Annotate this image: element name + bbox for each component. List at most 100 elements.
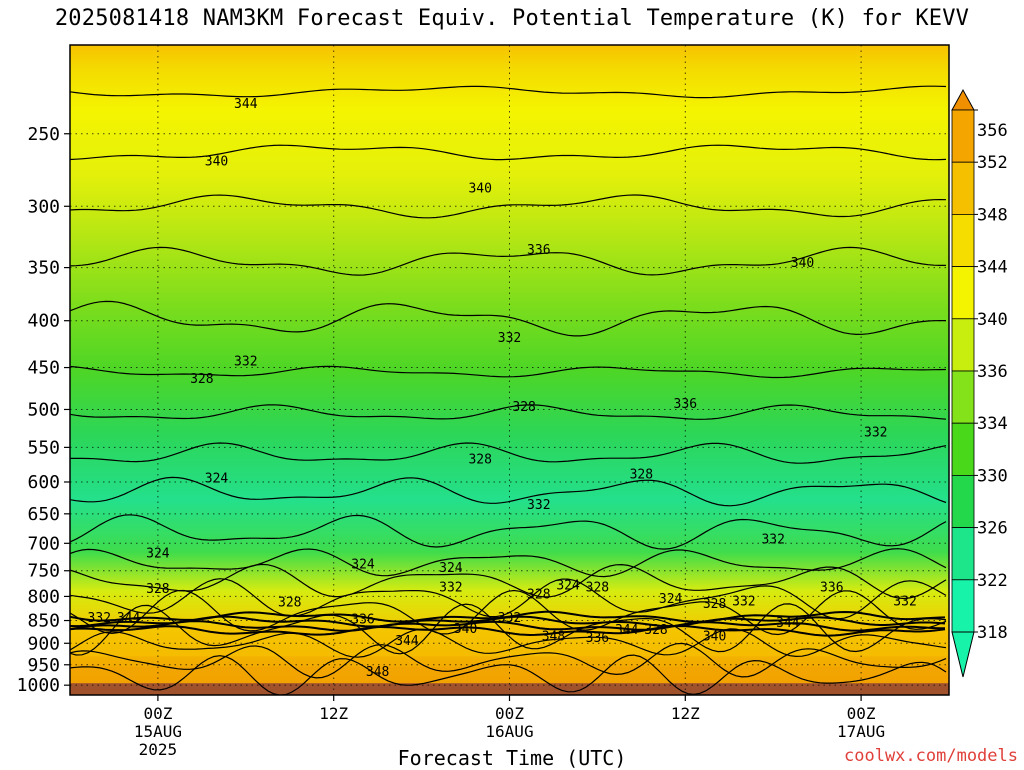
contour-label: 332 — [88, 611, 111, 626]
colorbar-label: 340 — [977, 310, 1008, 330]
colorbar-label: 334 — [977, 414, 1008, 434]
credit-text: coolwx.com/models — [844, 746, 1018, 766]
y-tick-label: 700 — [27, 533, 60, 554]
contour-line-dense — [70, 615, 946, 628]
contour-line — [70, 300, 946, 337]
contour-line — [70, 603, 947, 656]
contour-line-dense — [70, 624, 946, 637]
x-tick-day-label: 15AUG — [134, 722, 182, 741]
colorbar-label: 322 — [977, 571, 1008, 591]
x-axis-label: Forecast Time (UTC) — [397, 746, 627, 770]
colorbar-label: 336 — [977, 362, 1008, 382]
colorbar-segment — [951, 161, 975, 215]
contour-label: 324 — [659, 592, 683, 607]
colorbar-segment — [951, 213, 975, 267]
contour-label: 336 — [820, 580, 843, 595]
contour-label: 348 — [366, 665, 389, 680]
contour-label: 332 — [761, 532, 784, 547]
contour-label: 344 — [234, 97, 258, 112]
contour-label: 332 — [864, 426, 887, 441]
y-tick-label: 550 — [27, 437, 60, 458]
chart-title: 2025081418 NAM3KM Forecast Equiv. Potent… — [54, 6, 970, 31]
contour-label: 328 — [644, 623, 667, 638]
contour-label: 328 — [512, 400, 535, 415]
contour-label: 332 — [498, 331, 521, 346]
contour-label: 336 — [351, 613, 374, 628]
contour-line — [70, 578, 947, 620]
y-tick-label: 600 — [27, 472, 60, 493]
contour-label: 332 — [234, 354, 257, 369]
contour-label: 332 — [527, 498, 550, 513]
x-tick-label: 00Z — [143, 704, 172, 723]
colorbar-label: 330 — [977, 466, 1008, 486]
y-tick-label: 450 — [27, 358, 60, 379]
y-tick-label: 500 — [27, 399, 60, 420]
colorbar-segment — [951, 266, 975, 320]
contour-label: 344 — [395, 634, 419, 649]
contour-label: 340 — [205, 154, 228, 169]
contour-line — [70, 476, 947, 507]
contour-line — [70, 642, 947, 679]
contour-label: 324 — [205, 472, 229, 487]
y-tick-label: 250 — [27, 124, 60, 145]
contour-label: 340 — [454, 622, 477, 637]
contour-label: 332 — [498, 611, 521, 626]
contour-label: 324 — [439, 561, 463, 576]
colorbar-segment — [951, 318, 975, 372]
contour-label: 328 — [278, 595, 301, 610]
contour-line — [70, 442, 947, 464]
contour-line — [70, 85, 947, 99]
contour-label: 336 — [527, 243, 550, 258]
y-tick-label: 850 — [27, 611, 60, 632]
colorbar-bottom-arrow — [951, 631, 975, 678]
contour-label: 324 — [351, 557, 375, 572]
x-tick-year-label: 2025 — [139, 740, 178, 759]
x-tick-label: 00Z — [495, 704, 524, 723]
contour-label: 328 — [586, 580, 609, 595]
contour-line — [70, 514, 947, 550]
x-tick-label: 12Z — [319, 704, 348, 723]
contour-line — [70, 404, 947, 420]
colorbar-label: 352 — [977, 153, 1008, 173]
x-tick-day-label: 17AUG — [837, 722, 885, 741]
contour-line-dense — [70, 620, 945, 632]
colorbar-label: 344 — [977, 258, 1008, 278]
y-tick-label: 300 — [27, 196, 60, 217]
y-tick-label: 1000 — [17, 675, 60, 696]
contour-label: 332 — [893, 594, 916, 609]
contour-label: 332 — [439, 580, 462, 595]
contour-line — [70, 144, 947, 161]
colorbar-segment — [951, 527, 975, 581]
contour-label: 328 — [527, 587, 550, 602]
contour-label: 344 — [776, 616, 800, 631]
x-tick-day-label: 16AUG — [485, 722, 533, 741]
contour-line — [70, 628, 947, 658]
contour-line — [70, 246, 946, 276]
contour-label: 340 — [703, 630, 726, 645]
x-tick-label: 00Z — [847, 704, 876, 723]
colorbar-label: 348 — [977, 205, 1008, 225]
y-tick-label: 400 — [27, 311, 60, 332]
contour-label: 324 — [146, 546, 170, 561]
y-tick-label: 800 — [27, 586, 60, 607]
field-band — [70, 666, 949, 686]
contour-label: 328 — [190, 372, 213, 387]
contour-label: 328 — [468, 452, 491, 467]
colorbar-top-arrow — [951, 88, 975, 111]
contour-line — [70, 194, 947, 219]
contour-label: 344 — [117, 611, 141, 626]
colorbar-segment — [951, 109, 975, 163]
colorbar-segment — [951, 422, 975, 476]
contour-label: 344 — [615, 623, 639, 638]
colorbar-label: 318 — [977, 623, 1008, 643]
colorbar-label: 326 — [977, 519, 1008, 539]
contour-line — [70, 654, 947, 695]
y-tick-label: 900 — [27, 633, 60, 654]
contour-label: 328 — [703, 597, 726, 612]
y-tick-label: 750 — [27, 561, 60, 582]
contour-line — [70, 563, 947, 600]
colorbar-segment — [951, 579, 975, 633]
contour-line — [70, 365, 947, 379]
y-tick-label: 350 — [27, 258, 60, 279]
